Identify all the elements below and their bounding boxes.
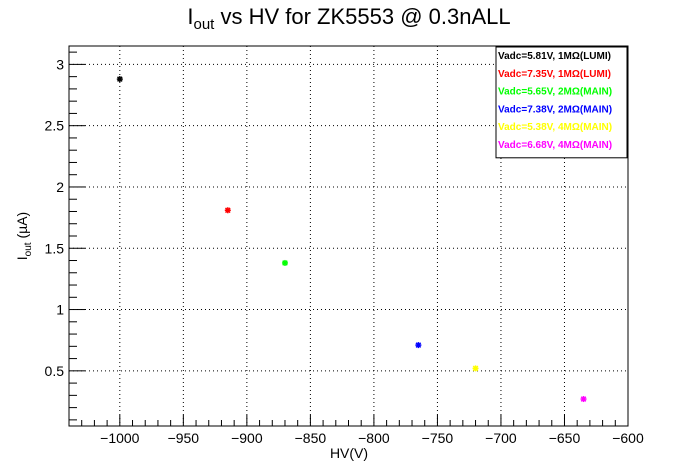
x-tick-label: −1000 [100, 430, 140, 446]
y-axis-label: Iout (µA) [14, 212, 34, 260]
x-tick-label: −600 [612, 430, 644, 446]
chart-title: Iout vs HV for ZK5553 @ 0.3nALL [187, 4, 510, 33]
x-tick-label: −650 [549, 430, 581, 446]
y-tick-label: 3 [56, 56, 64, 72]
x-axis-label: HV(V) [330, 445, 368, 461]
x-tick-label: −850 [295, 430, 327, 446]
title-subscript: out [194, 16, 216, 33]
marker-stroke [415, 342, 422, 348]
title-main: I [187, 4, 193, 29]
marker-stroke [224, 207, 231, 214]
legend-entry: Vadc=5.38V, 4MΩ(MAIN) [498, 122, 612, 133]
x-axis: −1000 −950 −900 −850 −800 −750 −700 −650 −600 [68, 415, 644, 446]
legend-entry: Vadc=5.65V, 2MΩ(MAIN) [498, 87, 612, 98]
y-label-rest: (µA) [14, 212, 30, 243]
y-axis: 0.5 1 1.5 2 2.5 3 [45, 51, 85, 421]
data-point [580, 396, 587, 403]
data-point [472, 365, 479, 372]
y-tick-label: 2 [56, 179, 64, 195]
x-tick-label: −950 [168, 430, 200, 446]
title-rest: vs HV for ZK5553 @ 0.3nALL [214, 4, 510, 29]
x-tick-label: −700 [485, 430, 517, 446]
marker-stroke [282, 260, 288, 266]
y-tick-label: 1.5 [45, 240, 65, 256]
y-label-main: I [14, 256, 30, 260]
legend: Vadc=5.81V, 1MΩ(LUMI) Vadc=7.35V, 1MΩ(LUM… [495, 46, 628, 159]
marker-stroke [472, 365, 479, 372]
legend-entry: Vadc=5.81V, 1MΩ(LUMI) [498, 51, 611, 62]
x-tick-label: −900 [231, 430, 263, 446]
plot-area: −1000 −950 −900 −850 −800 −750 −700 −650 −600 0.… [45, 45, 644, 446]
marker-stroke [580, 396, 587, 402]
y-tick-label: 2.5 [45, 118, 65, 134]
legend-entry: Vadc=6.68V, 4MΩ(MAIN) [498, 140, 612, 151]
legend-entry: Vadc=7.35V, 1MΩ(LUMI) [498, 69, 611, 80]
y-tick-label: 0.5 [45, 363, 65, 379]
legend-box [495, 46, 628, 159]
data-point [415, 342, 422, 349]
legend-entry: Vadc=7.38V, 2MΩ(MAIN) [498, 104, 612, 115]
data-point [224, 207, 231, 214]
data-point [116, 76, 123, 83]
x-tick-label: −750 [422, 430, 454, 446]
x-tick-label: −800 [358, 430, 390, 446]
data-point [281, 259, 288, 266]
marker-stroke [116, 76, 123, 82]
data-points [116, 76, 587, 403]
y-label-subscript: out [23, 242, 34, 256]
grid [69, 46, 629, 426]
y-tick-label: 1 [56, 302, 64, 318]
